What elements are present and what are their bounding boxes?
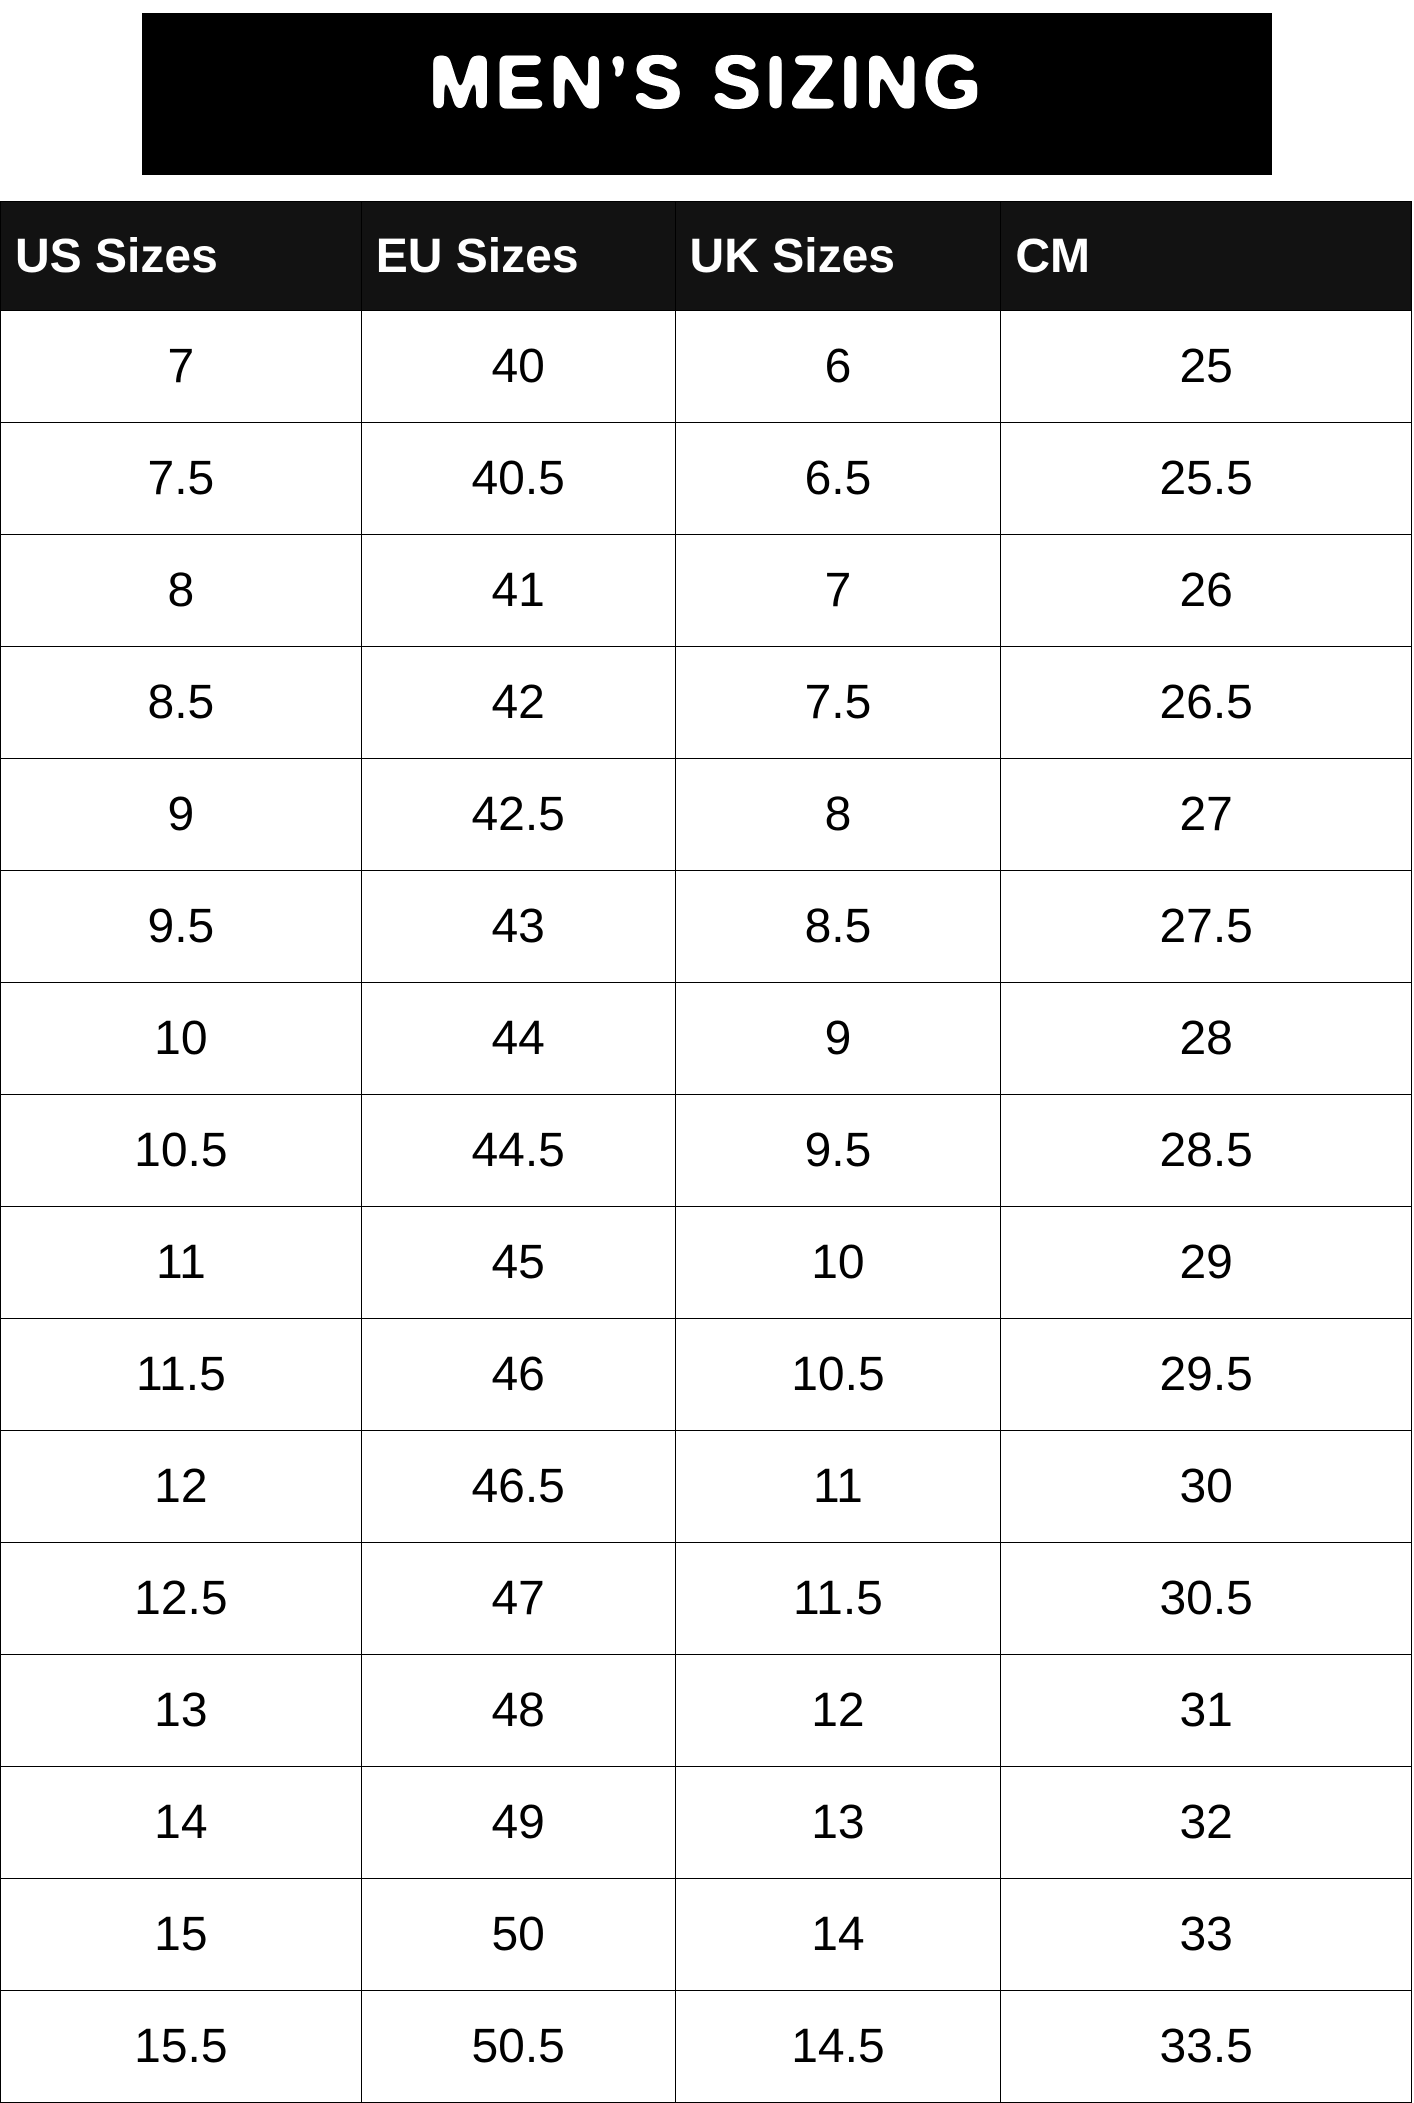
svg-text:MEN’S SIZING: MEN’S SIZING <box>429 40 985 124</box>
